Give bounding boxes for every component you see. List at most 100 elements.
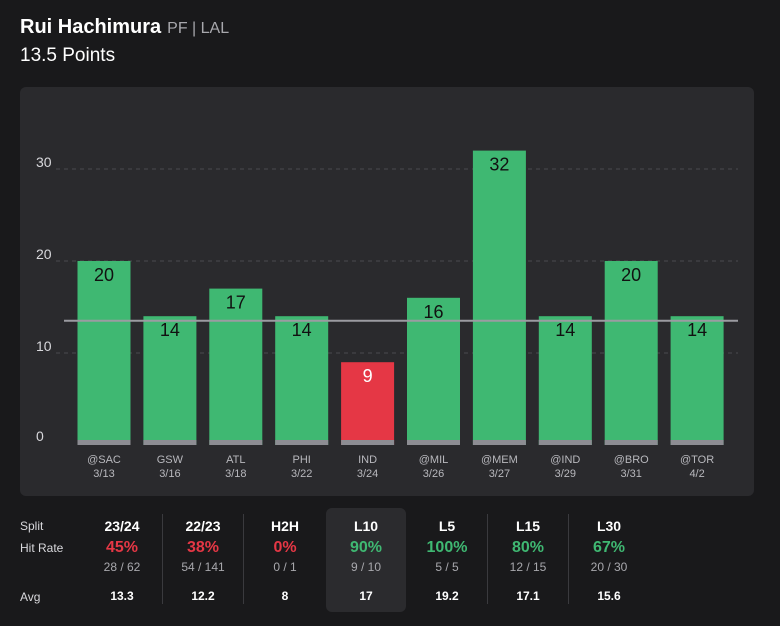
hit-rate: 90% bbox=[349, 539, 383, 556]
split-column-l30[interactable]: L30 67% 20 / 30 15.6 bbox=[569, 508, 649, 612]
split-column-h2h[interactable]: H2H 0% 0 / 1 8 bbox=[245, 508, 325, 612]
split-column-l5[interactable]: L5 100% 5 / 5 19.2 bbox=[407, 508, 488, 612]
column-divider bbox=[243, 514, 244, 604]
x-tick-date: 3/16 bbox=[159, 468, 180, 480]
bar-base bbox=[209, 440, 263, 445]
split-name: L30 bbox=[596, 518, 622, 534]
x-tick-opponent: IND bbox=[358, 454, 377, 466]
y-tick-label: 10 bbox=[36, 338, 52, 354]
x-tick-date: 3/18 bbox=[225, 468, 246, 480]
stats-table: Split Hit Rate Avg 23/24 45% 28 / 62 13.3 22… bbox=[0, 508, 780, 612]
bar-base bbox=[275, 440, 329, 445]
bar-base bbox=[77, 440, 131, 445]
split-name: L10 bbox=[353, 518, 379, 534]
bar bbox=[209, 288, 263, 445]
player-line: Rui Hachimura PF | LAL bbox=[20, 16, 229, 39]
x-tick-date: 4/2 bbox=[689, 468, 704, 480]
bar-value-label: 20 bbox=[94, 265, 114, 285]
x-tick-opponent: @SAC bbox=[87, 454, 121, 466]
split-name: L15 bbox=[515, 518, 541, 534]
hit-rate: 80% bbox=[511, 539, 545, 556]
split-avg: 17 bbox=[359, 589, 373, 603]
x-tick-opponent: PHI bbox=[293, 454, 311, 466]
hit-rate: 100% bbox=[426, 539, 468, 556]
bar-value-label: 14 bbox=[555, 320, 575, 340]
bar-base bbox=[341, 440, 395, 445]
x-tick-date: 3/24 bbox=[357, 468, 378, 480]
hit-fraction: 12 / 15 bbox=[509, 560, 547, 574]
x-tick-date: 3/29 bbox=[555, 468, 576, 480]
split-avg: 17.1 bbox=[516, 589, 540, 603]
y-tick-label: 30 bbox=[36, 154, 52, 170]
hit-rate-label: Hit Rate bbox=[20, 541, 64, 555]
y-tick-label: 20 bbox=[36, 246, 52, 262]
bar-base bbox=[538, 440, 592, 445]
bar bbox=[604, 261, 658, 445]
x-tick-date: 3/31 bbox=[620, 468, 641, 480]
x-tick-date: 3/13 bbox=[93, 468, 114, 480]
split-avg: 8 bbox=[281, 589, 289, 603]
header: Rui Hachimura PF | LAL 13.5 Points bbox=[20, 16, 229, 67]
split-column-2324[interactable]: 23/24 45% 28 / 62 13.3 bbox=[82, 508, 163, 612]
x-tick-opponent: @MIL bbox=[419, 454, 449, 466]
split-name: L5 bbox=[438, 518, 456, 534]
bar-base bbox=[407, 440, 460, 445]
bar-value-label: 32 bbox=[489, 155, 509, 175]
hit-fraction: 0 / 1 bbox=[273, 560, 297, 574]
hit-fraction: 5 / 5 bbox=[435, 560, 459, 574]
split-name: 23/24 bbox=[104, 518, 140, 534]
x-tick-opponent: ATL bbox=[226, 454, 245, 466]
split-column-l15[interactable]: L15 80% 12 / 15 17.1 bbox=[488, 508, 569, 612]
bar-base bbox=[143, 440, 197, 445]
hit-rate: 67% bbox=[592, 539, 626, 556]
hit-fraction: 28 / 62 bbox=[103, 560, 141, 574]
split-column-2223[interactable]: 22/23 38% 54 / 141 12.2 bbox=[163, 508, 244, 612]
hit-rate: 45% bbox=[105, 539, 139, 556]
bar-base bbox=[604, 440, 658, 445]
column-divider bbox=[568, 514, 569, 604]
bar-value-label: 17 bbox=[226, 293, 246, 313]
x-tick-opponent: @TOR bbox=[680, 454, 714, 466]
x-tick-opponent: @BRO bbox=[614, 454, 649, 466]
bar-value-label: 16 bbox=[423, 302, 443, 322]
split-column-l10[interactable]: L10 90% 9 / 10 17 bbox=[326, 508, 406, 612]
x-tick-date: 3/22 bbox=[291, 468, 312, 480]
bar-base bbox=[472, 440, 526, 445]
hit-fraction: 54 / 141 bbox=[181, 560, 225, 574]
bar-value-label: 9 bbox=[363, 366, 373, 386]
player-meta: PF | LAL bbox=[167, 20, 230, 37]
bar-value-label: 14 bbox=[292, 320, 312, 340]
hit-rate: 38% bbox=[186, 539, 220, 556]
bar bbox=[407, 297, 460, 445]
prop-line: 13.5 Points bbox=[20, 45, 116, 66]
column-divider bbox=[162, 514, 163, 604]
bar bbox=[77, 261, 131, 445]
split-avg: 13.3 bbox=[110, 589, 134, 603]
split-name: H2H bbox=[270, 518, 299, 534]
bar-base bbox=[670, 440, 724, 445]
split-avg: 15.6 bbox=[597, 589, 621, 603]
x-tick-date: 3/27 bbox=[489, 468, 510, 480]
split-avg: 19.2 bbox=[435, 589, 459, 603]
bar-value-label: 14 bbox=[687, 320, 707, 340]
y-tick-label: 0 bbox=[36, 428, 44, 444]
chart-panel: 0 10 20 30 20 @SAC 3/13 14 GSW 3/16 17 ATL 3/18 14 PHI… bbox=[20, 87, 754, 496]
x-tick-opponent: @IND bbox=[550, 454, 580, 466]
split-label: Split bbox=[20, 519, 44, 533]
bar-chart: 0 10 20 30 20 @SAC 3/13 14 GSW 3/16 17 ATL 3/18 14 PHI… bbox=[36, 150, 738, 480]
x-tick-opponent: @MEM bbox=[481, 454, 518, 466]
bar bbox=[143, 316, 197, 445]
bar bbox=[341, 362, 395, 445]
bar-value-label: 14 bbox=[160, 320, 180, 340]
bar bbox=[538, 316, 592, 445]
split-avg: 12.2 bbox=[191, 589, 215, 603]
x-tick-opponent: GSW bbox=[157, 454, 184, 466]
player-name: Rui Hachimura bbox=[20, 16, 162, 38]
bar bbox=[670, 316, 724, 445]
x-tick-date: 3/26 bbox=[423, 468, 444, 480]
avg-label: Avg bbox=[20, 590, 41, 604]
hit-rate: 0% bbox=[273, 539, 297, 556]
bar bbox=[472, 150, 526, 445]
hit-fraction: 20 / 30 bbox=[590, 560, 628, 574]
column-divider bbox=[487, 514, 488, 604]
